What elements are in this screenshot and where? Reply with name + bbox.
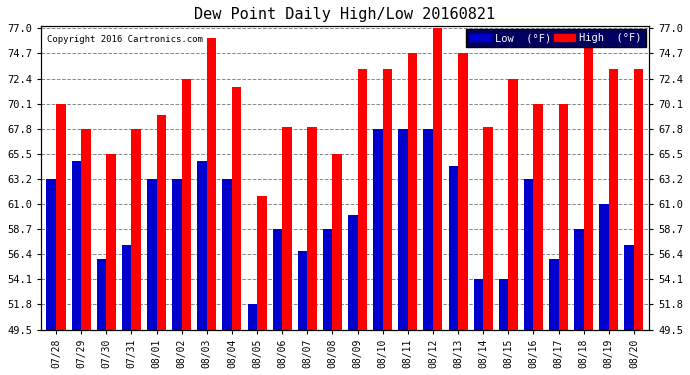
Bar: [424, 129, 433, 330]
Bar: [559, 104, 568, 330]
Bar: [106, 154, 116, 330]
Bar: [609, 69, 618, 330]
Bar: [348, 214, 357, 330]
Bar: [46, 179, 56, 330]
Bar: [574, 229, 584, 330]
Bar: [473, 279, 483, 330]
Bar: [634, 69, 644, 330]
Bar: [97, 260, 106, 330]
Bar: [408, 53, 417, 330]
Bar: [147, 179, 157, 330]
Title: Dew Point Daily High/Low 20160821: Dew Point Daily High/Low 20160821: [195, 7, 495, 22]
Bar: [222, 179, 232, 330]
Bar: [197, 161, 207, 330]
Bar: [499, 279, 509, 330]
Bar: [383, 69, 392, 330]
Bar: [282, 127, 292, 330]
Bar: [483, 127, 493, 330]
Bar: [323, 229, 333, 330]
Bar: [624, 245, 634, 330]
Text: Copyright 2016 Cartronics.com: Copyright 2016 Cartronics.com: [47, 35, 203, 44]
Bar: [509, 78, 518, 330]
Bar: [549, 260, 559, 330]
Bar: [131, 129, 141, 330]
Bar: [373, 129, 383, 330]
Bar: [433, 28, 442, 330]
Bar: [172, 179, 181, 330]
Bar: [122, 245, 131, 330]
Bar: [357, 69, 367, 330]
Bar: [584, 48, 593, 330]
Bar: [72, 161, 81, 330]
Bar: [81, 129, 90, 330]
Bar: [56, 104, 66, 330]
Bar: [448, 166, 458, 330]
Bar: [207, 38, 217, 330]
Bar: [600, 204, 609, 330]
Bar: [273, 229, 282, 330]
Bar: [232, 87, 241, 330]
Bar: [524, 179, 533, 330]
Bar: [298, 251, 307, 330]
Bar: [398, 129, 408, 330]
Bar: [533, 104, 543, 330]
Legend: Low  (°F), High  (°F): Low (°F), High (°F): [466, 29, 646, 47]
Bar: [333, 154, 342, 330]
Bar: [181, 78, 191, 330]
Bar: [157, 115, 166, 330]
Bar: [307, 127, 317, 330]
Bar: [458, 53, 468, 330]
Bar: [248, 304, 257, 330]
Bar: [257, 196, 266, 330]
